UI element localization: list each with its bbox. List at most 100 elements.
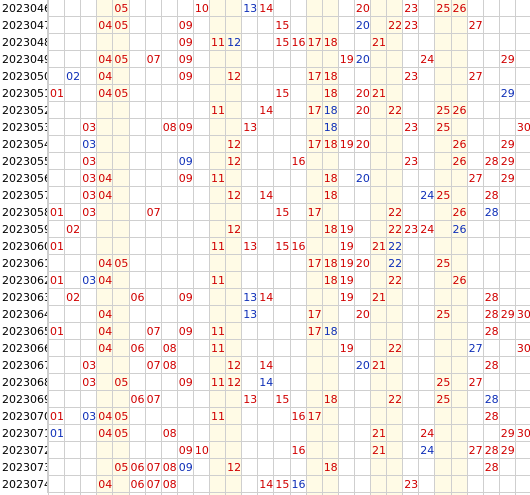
- drawn-number: 12: [227, 461, 242, 474]
- drawn-number: 21: [372, 359, 386, 372]
- drawn-number: 19: [339, 53, 354, 66]
- grid-column-line: [499, 0, 500, 495]
- issue-number: 2023067: [0, 357, 48, 374]
- column-band: [113, 0, 130, 495]
- drawn-number: 28: [484, 393, 499, 406]
- grid-column-line: [467, 0, 468, 495]
- drawn-number: 28: [484, 189, 499, 202]
- drawn-number: 28: [484, 461, 499, 474]
- drawn-number: 19: [339, 342, 354, 355]
- drawn-number: 27: [468, 444, 483, 457]
- drawn-number: 01: [50, 240, 64, 253]
- drawn-number: 11: [211, 342, 225, 355]
- drawn-number: 07: [146, 325, 161, 338]
- drawn-number: 23: [404, 2, 419, 15]
- drawn-number: 05: [114, 461, 129, 474]
- drawn-number: 26: [452, 155, 467, 168]
- drawn-number: 09: [178, 376, 193, 389]
- drawn-number: 06: [130, 478, 145, 491]
- drawn-number: 20: [355, 138, 370, 151]
- drawn-number: 23: [404, 70, 419, 83]
- drawn-number: 28: [484, 359, 499, 372]
- grid-row-line: [0, 237, 530, 238]
- drawn-number: 19: [339, 138, 354, 151]
- issue-number: 2023055: [0, 153, 48, 170]
- drawn-number: 16: [291, 240, 306, 253]
- grid-row-line: [0, 16, 530, 17]
- drawn-number: 04: [98, 257, 113, 270]
- issue-number: 2023060: [0, 238, 48, 255]
- drawn-number: 22: [388, 393, 403, 406]
- drawn-number: 10: [194, 2, 209, 15]
- issue-number: 2023065: [0, 323, 48, 340]
- drawn-number: 21: [372, 240, 386, 253]
- drawn-number: 03: [82, 274, 97, 287]
- drawn-number: 24: [420, 444, 435, 457]
- drawn-number: 09: [178, 121, 193, 134]
- issue-number: 2023046: [0, 0, 48, 17]
- drawn-number: 05: [114, 2, 129, 15]
- drawn-number: 22: [388, 223, 403, 236]
- drawn-number: 15: [275, 36, 290, 49]
- drawn-number: 29: [500, 155, 515, 168]
- drawn-number: 08: [162, 342, 177, 355]
- drawn-number: 18: [323, 70, 338, 83]
- column-band: [306, 0, 323, 495]
- drawn-number: 17: [307, 104, 322, 117]
- drawn-number: 13: [243, 2, 258, 15]
- drawn-number: 01: [50, 427, 64, 440]
- drawn-number: 03: [82, 410, 97, 423]
- drawn-number: 27: [468, 376, 483, 389]
- drawn-number: 08: [162, 427, 177, 440]
- drawn-number: 18: [323, 461, 338, 474]
- grid-column-line: [64, 0, 65, 495]
- drawn-number: 28: [484, 325, 499, 338]
- drawn-number: 11: [211, 274, 225, 287]
- drawn-number: 11: [211, 104, 225, 117]
- issue-number: 2023062: [0, 272, 48, 289]
- drawn-number: 25: [436, 393, 451, 406]
- drawn-number: 17: [307, 308, 322, 321]
- drawn-number: 04: [98, 19, 113, 32]
- drawn-number: 08: [162, 478, 177, 491]
- drawn-number: 30: [516, 121, 530, 134]
- drawn-number: 26: [452, 138, 467, 151]
- issue-number: 2023059: [0, 221, 48, 238]
- drawn-number: 04: [98, 410, 113, 423]
- drawn-number: 17: [307, 138, 322, 151]
- drawn-number: 04: [98, 342, 113, 355]
- drawn-number: 04: [98, 427, 113, 440]
- drawn-number: 14: [259, 189, 274, 202]
- grid-column-line: [290, 0, 291, 495]
- drawn-number: 09: [178, 172, 193, 185]
- drawn-number: 01: [50, 325, 64, 338]
- drawn-number: 05: [114, 19, 129, 32]
- drawn-number: 19: [339, 291, 354, 304]
- drawn-number: 16: [291, 478, 306, 491]
- grid-column-line: [418, 0, 419, 495]
- drawn-number: 15: [275, 19, 290, 32]
- drawn-number: 20: [355, 308, 370, 321]
- drawn-number: 25: [436, 104, 451, 117]
- issue-number: 2023070: [0, 408, 48, 425]
- drawn-number: 05: [114, 376, 129, 389]
- drawn-number: 09: [178, 19, 193, 32]
- drawn-number: 21: [372, 36, 386, 49]
- grid-row-line: [0, 271, 530, 272]
- drawn-number: 26: [452, 206, 467, 219]
- drawn-number: 20: [355, 104, 370, 117]
- issue-number: 2023063: [0, 289, 48, 306]
- issue-number: 2023050: [0, 68, 48, 85]
- grid-column-line: [161, 0, 162, 495]
- drawn-number: 22: [388, 206, 403, 219]
- drawn-number: 29: [500, 444, 515, 457]
- drawn-number: 04: [98, 189, 113, 202]
- issue-number: 2023047: [0, 17, 48, 34]
- grid-row-line: [0, 254, 530, 255]
- grid-column-line: [434, 0, 435, 495]
- drawn-number: 22: [388, 274, 403, 287]
- drawn-number: 18: [323, 138, 338, 151]
- grid-row-line: [0, 50, 530, 51]
- drawn-number: 20: [355, 53, 370, 66]
- drawn-number: 01: [50, 87, 64, 100]
